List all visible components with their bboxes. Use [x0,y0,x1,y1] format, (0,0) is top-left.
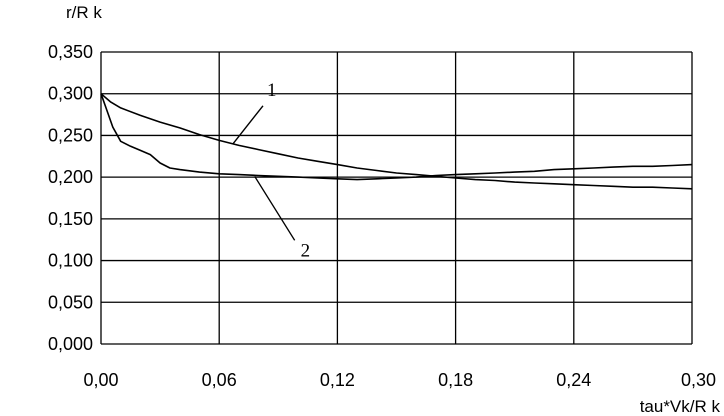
series-line-1 [100,93,693,190]
y-tick-label: 0,000 [48,334,93,354]
series-line-2 [100,93,693,181]
x-axis-title: tau*Vk/R k [640,397,721,416]
x-tick-label: 0,18 [438,370,473,390]
x-tick-label: 0,30 [681,370,716,390]
y-tick-label: 0,250 [48,125,93,145]
leader-line-2 [254,175,296,241]
y-tick-label: 0,050 [48,292,93,312]
x-tick-label: 0,00 [83,370,118,390]
y-tick-label: 0,100 [48,251,93,271]
y-tick-label: 0,300 [48,84,93,104]
series-lines [100,93,693,190]
x-tick-label: 0,24 [556,370,591,390]
series-annotations: 12 [232,80,311,261]
y-tick-label: 0,350 [48,42,93,62]
series-label-2: 2 [301,240,311,261]
y-axis-title: r/R k [66,3,102,22]
leader-line-1 [232,105,264,145]
x-tick-label: 0,06 [202,370,237,390]
y-tick-label: 0,150 [48,209,93,229]
series-label-1: 1 [267,80,277,101]
y-tick-label: 0,200 [48,167,93,187]
x-tick-label: 0,12 [320,370,355,390]
tick-labels: 0,000 0,050 0,100 0,150 0,200 0,250 0,300 0,350… [48,42,716,390]
grid [100,51,693,345]
